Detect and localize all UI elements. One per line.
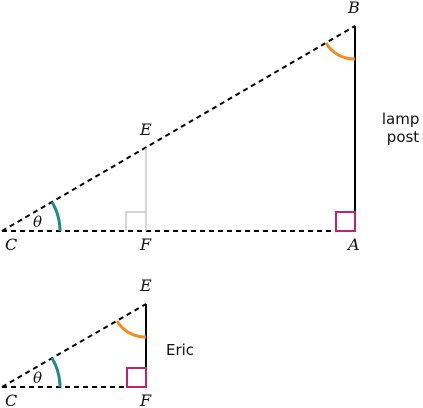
helper-right-angle-F	[125, 211, 146, 231]
point-label-E-small: E	[139, 276, 152, 295]
angle-arc-theta-C	[50, 201, 62, 232]
point-label-C-small: C	[5, 391, 17, 408]
point-label-B: B	[347, 0, 360, 17]
right-angle-marker-A	[335, 211, 356, 232]
large-triangle: B E C F A θ lamp post	[1, 0, 423, 254]
right-angle-marker-F	[126, 367, 147, 388]
angle-arc-E	[115, 320, 147, 339]
side-label-lamp-post: lamp post	[382, 110, 423, 146]
point-label-F: F	[139, 235, 152, 254]
small-triangle: E C F θ Eric	[1, 276, 194, 408]
angle-label-theta-small: θ	[33, 369, 42, 387]
angle-arc-theta-C-small	[50, 357, 62, 388]
side-label-eric: Eric	[166, 341, 194, 359]
point-label-A: A	[346, 235, 360, 254]
angle-arc-B	[324, 42, 356, 61]
hypotenuse-CE	[1, 303, 147, 388]
point-label-E: E	[139, 120, 152, 139]
angle-label-theta: θ	[33, 213, 42, 231]
hypotenuse-CB	[1, 25, 356, 232]
point-label-C: C	[5, 235, 17, 254]
point-label-F-small: F	[139, 391, 152, 408]
